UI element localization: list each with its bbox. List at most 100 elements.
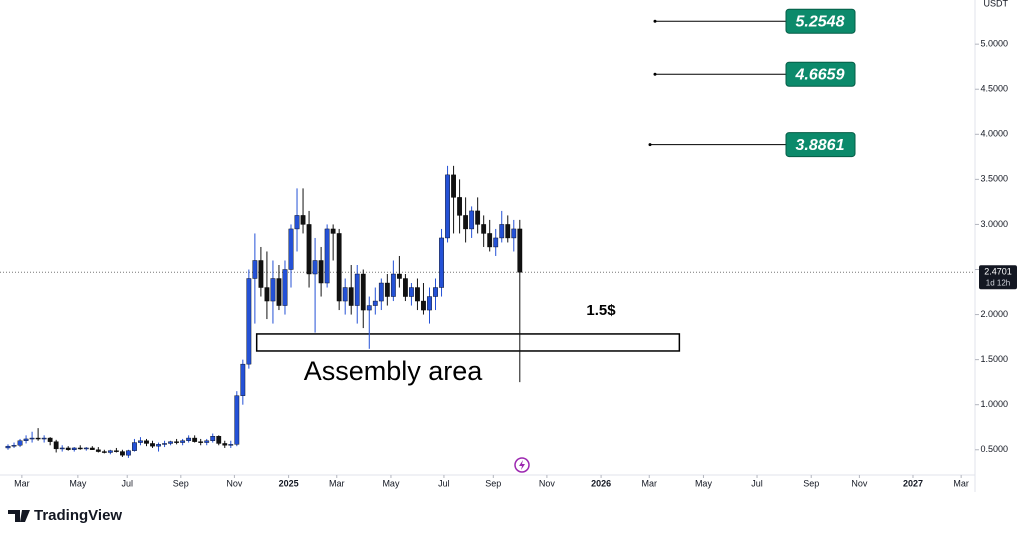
candle-body bbox=[487, 233, 493, 248]
candle-body bbox=[5, 445, 11, 449]
candle-body bbox=[306, 224, 312, 275]
candle-body bbox=[276, 278, 282, 306]
candle-body bbox=[493, 237, 499, 248]
candle-body bbox=[101, 451, 107, 453]
candle-body bbox=[336, 233, 342, 302]
candle-body bbox=[282, 269, 288, 306]
brand-logo bbox=[8, 510, 30, 522]
candle-body bbox=[210, 436, 216, 441]
candle-body bbox=[126, 450, 131, 456]
y-tick-label: 0.5000 bbox=[980, 444, 1008, 454]
x-tick-label: May bbox=[695, 478, 713, 488]
y-tick-label: 1.0000 bbox=[980, 399, 1008, 409]
candle-body bbox=[396, 273, 402, 279]
candle-body bbox=[89, 447, 95, 450]
candle-body bbox=[234, 395, 240, 445]
level-dot bbox=[648, 143, 652, 147]
candle-body bbox=[120, 451, 125, 456]
candle-body bbox=[366, 305, 372, 311]
x-tick-label: Mar bbox=[953, 478, 969, 488]
event-icon[interactable] bbox=[514, 457, 530, 473]
level-dot bbox=[653, 72, 657, 76]
candle-body bbox=[294, 215, 300, 230]
candle-body bbox=[433, 287, 438, 297]
x-tick-label: May bbox=[382, 478, 400, 488]
candle-body bbox=[475, 210, 481, 225]
candle-body bbox=[463, 215, 469, 230]
x-tick-label: Sep bbox=[485, 478, 501, 488]
last-price-box bbox=[979, 265, 1017, 290]
candle-body bbox=[23, 438, 29, 441]
candle-body bbox=[451, 174, 456, 198]
level-label: 4.6659 bbox=[795, 66, 845, 83]
y-tick-label: 2.0000 bbox=[980, 309, 1008, 319]
candle-body bbox=[270, 278, 276, 302]
zone-label: Assembly area bbox=[304, 356, 484, 386]
candle-body bbox=[511, 228, 517, 239]
x-tick-label: Nov bbox=[226, 478, 243, 488]
x-tick-label: Mar bbox=[14, 478, 30, 488]
candle-body bbox=[505, 224, 511, 239]
candle-body bbox=[246, 278, 252, 365]
candle-body bbox=[481, 224, 487, 234]
candle-body bbox=[198, 441, 204, 443]
candle-body bbox=[415, 287, 420, 302]
candle-body bbox=[29, 437, 35, 440]
candle-body bbox=[95, 449, 101, 452]
candle-body bbox=[330, 228, 336, 234]
x-tick-label: 2026 bbox=[591, 478, 611, 488]
candle-body bbox=[324, 228, 330, 284]
candle-body bbox=[409, 287, 414, 297]
candle-body bbox=[300, 215, 306, 225]
candle-body bbox=[156, 444, 161, 447]
candle-body bbox=[17, 440, 23, 446]
candle-body bbox=[445, 174, 450, 239]
y-tick-label: 3.5000 bbox=[980, 174, 1008, 184]
candle-body bbox=[35, 437, 41, 440]
candle-body bbox=[132, 442, 137, 451]
candle-body bbox=[342, 287, 348, 302]
candle-body bbox=[457, 197, 462, 216]
candle-body bbox=[138, 440, 143, 443]
candle-body bbox=[150, 443, 155, 447]
x-tick-label: Jul bbox=[121, 478, 133, 488]
x-tick-label: Nov bbox=[539, 478, 556, 488]
y-tick-label: 3.0000 bbox=[980, 219, 1008, 229]
x-tick-label: May bbox=[69, 478, 87, 488]
zone bbox=[255, 333, 681, 352]
annotation: 1.5$ bbox=[586, 302, 616, 319]
candle-body bbox=[228, 444, 234, 446]
candle-body bbox=[403, 278, 408, 297]
candle-body bbox=[192, 437, 198, 442]
candle-body bbox=[240, 363, 246, 396]
candle-body bbox=[312, 260, 318, 275]
candle-body bbox=[390, 273, 396, 297]
candle-body bbox=[348, 287, 354, 306]
candle-body bbox=[113, 450, 119, 452]
unit-label: USDT bbox=[984, 0, 1009, 8]
candle-body bbox=[77, 447, 83, 450]
level-dot bbox=[653, 19, 657, 23]
candle-body bbox=[264, 287, 270, 302]
x-tick-label: Jul bbox=[438, 478, 450, 488]
candle-body bbox=[59, 447, 65, 450]
candle-body bbox=[174, 441, 179, 443]
candle-body bbox=[378, 282, 384, 302]
candle-body bbox=[65, 447, 71, 450]
candle-body bbox=[204, 440, 210, 443]
candle-body bbox=[11, 445, 17, 447]
candle-body bbox=[439, 237, 444, 288]
candle-body bbox=[354, 273, 360, 306]
candle-body bbox=[53, 441, 59, 450]
candle-body bbox=[288, 228, 294, 270]
candle-body bbox=[499, 224, 505, 239]
level-box bbox=[785, 8, 856, 34]
countdown: 1d 12h bbox=[986, 278, 1010, 287]
candle-body bbox=[384, 282, 390, 297]
candle-body bbox=[469, 210, 475, 230]
event-bolt bbox=[519, 460, 525, 470]
candle-body bbox=[318, 260, 324, 284]
last-price-label: 2.4701 bbox=[984, 267, 1012, 277]
candle-body bbox=[421, 300, 426, 311]
